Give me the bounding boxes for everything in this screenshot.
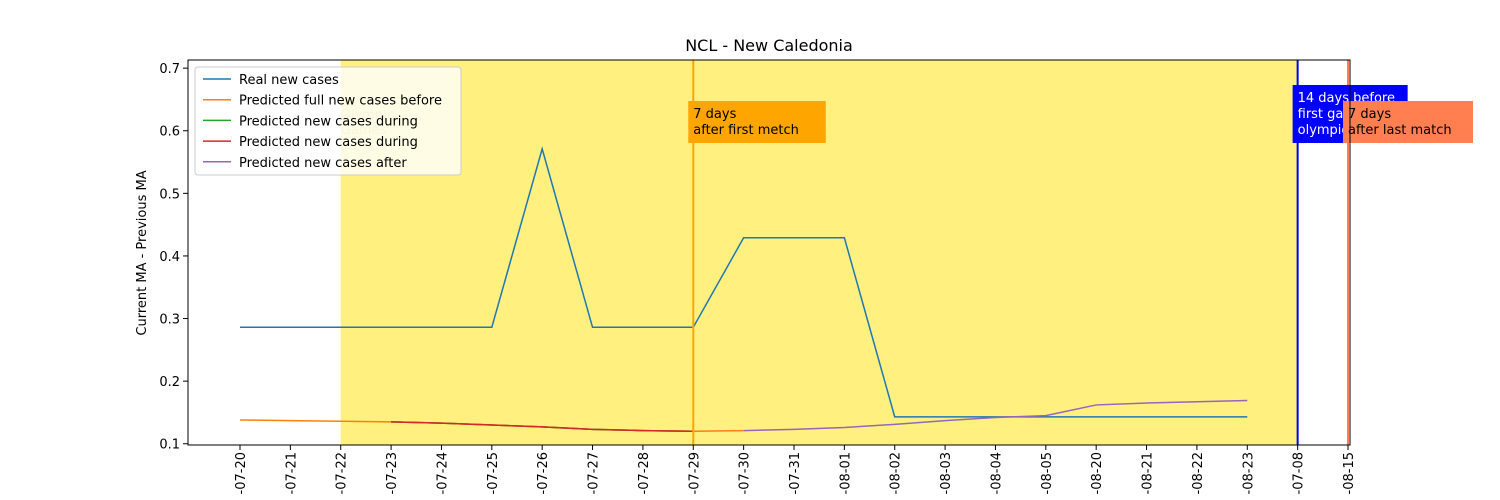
series-line [240,146,1248,418]
series-line [391,421,694,432]
x-tick-label: -08-03 [939,452,954,494]
x-tick-label: -08-04 [989,452,1004,494]
annotation-text: 7 days [693,107,736,122]
annotation-text: olympics [1298,123,1356,138]
y-axis-label: Current MA - Previous MA [135,170,150,335]
legend-box [194,66,462,176]
x-tick-label: -07-29 [687,452,702,494]
legend: Real new cases Predicted full new cases b… [194,66,462,176]
x-tick-label: -07-31 [788,452,803,494]
annotation-text: after first metch [693,123,799,138]
y-tick-label: 0.5 [159,187,180,202]
x-tick-label: -07-30 [738,452,753,494]
y-tick-label: 0.4 [159,250,180,265]
y-tick-label: 0.7 [159,62,180,77]
x-tick-label: -07-20 [234,452,249,494]
y-tick-label: 0.1 [159,438,180,453]
y-tick-label: 0.2 [159,375,180,390]
x-tick-label: -07-08 [1292,452,1307,494]
annotation-box [688,101,826,143]
legend-label: Real new cases [239,73,339,88]
x-tick-label: -08-22 [1191,452,1206,494]
x-tick-label: -08-21 [1141,452,1156,494]
annotation-text: after last match [1348,123,1452,138]
x-tick-label: -07-21 [284,452,299,494]
x-tick-label: -07-28 [637,452,652,494]
x-tick-label: -08-15 [1342,452,1357,494]
series-line [743,399,1248,432]
annotation-box [1343,101,1473,143]
x-tick-label: -08-20 [1090,452,1105,494]
x-tick-label: -08-05 [1040,452,1055,494]
annotation-text: 7 days [1348,107,1391,122]
legend-label: Predicted new cases during [239,114,418,129]
x-tick-label: -08-01 [838,452,853,494]
y-tick-label: 0.6 [159,125,180,140]
legend-label: Predicted new cases during [239,135,418,150]
x-tick-label: -07-22 [335,452,350,494]
x-tick-label: -07-27 [587,452,602,494]
x-tick-label: -07-23 [385,452,400,494]
chart-title: NCL - New Caledonia [685,36,853,55]
x-tick-label: -07-26 [536,452,551,494]
x-tick-label: -08-23 [1241,452,1256,494]
x-tick-label: -08-02 [889,452,904,494]
x-tick-label: -07-24 [435,452,450,494]
x-tick-label: -07-25 [486,452,501,494]
legend-label: Predicted new cases after [239,156,407,171]
y-tick-label: 0.3 [159,313,180,328]
plot-frame [187,59,1351,446]
legend-label: Predicted full new cases before [239,94,442,109]
